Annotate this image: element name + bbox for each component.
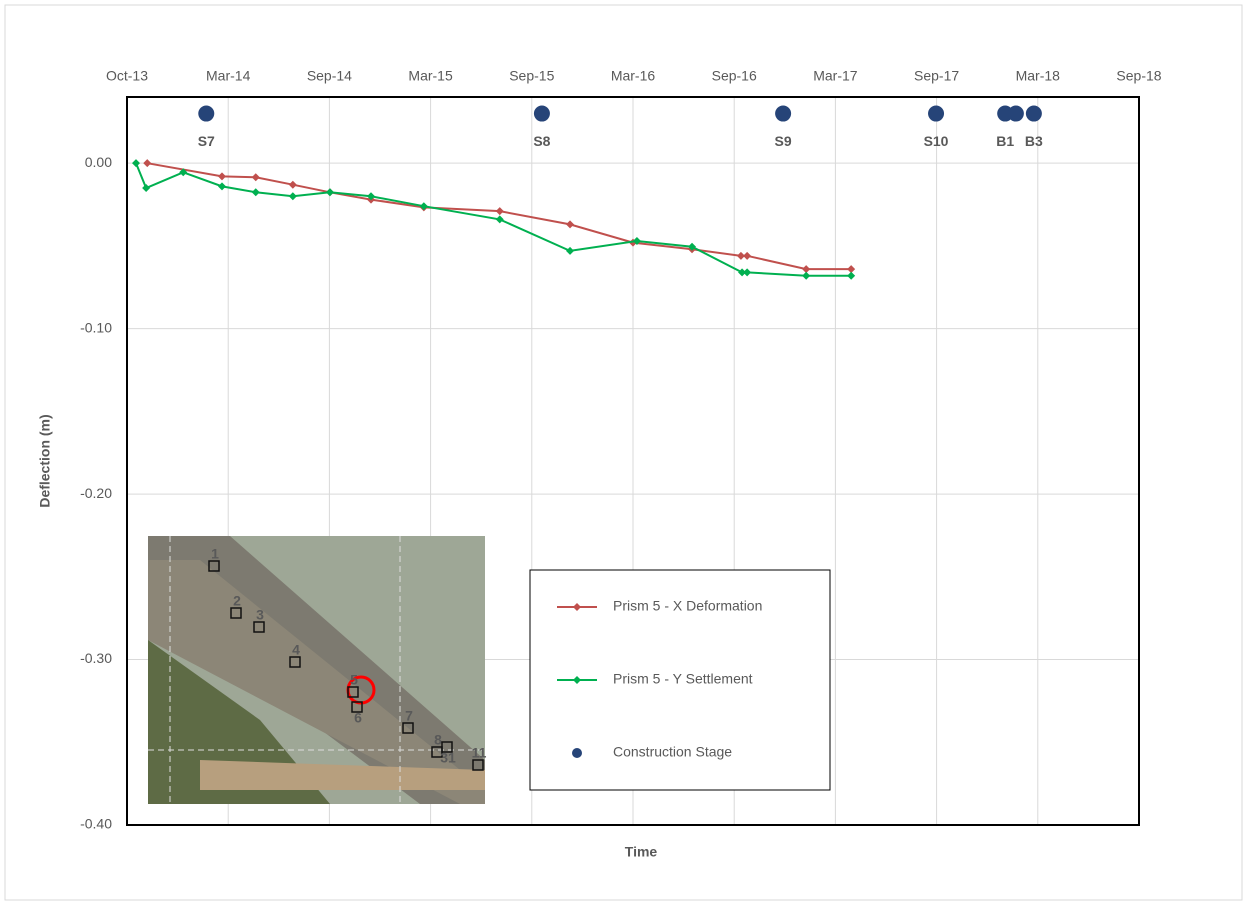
y-tick-label: -0.40 — [80, 816, 112, 832]
marker — [743, 268, 752, 277]
marker — [288, 180, 297, 189]
y-tick-label: -0.10 — [80, 319, 112, 335]
marker — [251, 188, 260, 197]
point-label: S10 — [924, 133, 949, 149]
inset-prism — [289, 656, 301, 668]
inset-label: 7 — [405, 708, 413, 724]
point-label: S8 — [533, 133, 550, 149]
x-tick-label: Mar-15 — [408, 68, 453, 84]
marker — [566, 220, 575, 229]
marker — [743, 251, 752, 260]
legend-label: Prism 5 - Y Settlement — [613, 671, 753, 687]
legend-marker — [572, 748, 582, 758]
inset-prism — [347, 686, 359, 698]
marker — [928, 105, 945, 122]
inset-track — [200, 760, 485, 790]
marker — [802, 265, 811, 274]
y-tick-label: -0.30 — [80, 650, 112, 666]
x-tick-label: Sep-15 — [509, 68, 554, 84]
marker — [143, 159, 152, 168]
marker — [1025, 105, 1042, 122]
x-axis-title: Time — [625, 844, 658, 860]
inset-label: 6 — [354, 710, 362, 726]
x-tick-label: Sep-18 — [1116, 68, 1161, 84]
marker — [632, 236, 641, 245]
legend-label: Prism 5 - X Deformation — [613, 598, 762, 614]
inset-label: 8 — [434, 732, 442, 748]
marker — [495, 207, 504, 216]
marker — [495, 215, 504, 224]
marker — [288, 192, 297, 201]
inset-prism — [472, 759, 484, 771]
marker — [367, 192, 376, 201]
x-tick-label: Mar-16 — [611, 68, 656, 84]
x-tick-label: Sep-17 — [914, 68, 959, 84]
point-label: B3 — [1025, 133, 1043, 149]
marker — [325, 188, 334, 197]
marker — [142, 184, 151, 192]
inset-label: 5 — [350, 672, 358, 688]
marker — [218, 172, 227, 181]
inset-prism — [253, 621, 265, 633]
legend-label: Construction Stage — [613, 744, 732, 760]
y-axis-title: Deflection (m) — [37, 414, 53, 507]
marker — [847, 271, 856, 280]
x-tick-label: Mar-18 — [1016, 68, 1061, 84]
plot-frame — [126, 96, 1140, 826]
x-tick-label: Mar-14 — [206, 68, 251, 84]
inset-prism — [230, 607, 242, 619]
marker — [179, 168, 188, 177]
x-tick-label: Sep-16 — [712, 68, 757, 84]
point-label: S9 — [775, 133, 792, 149]
inset-label: 1 — [211, 546, 219, 562]
legend: Prism 5 - X Deformation Prism 5 - Y Settl… — [557, 598, 762, 760]
inset-label: 2 — [233, 593, 241, 609]
x-tick-label: Mar-17 — [813, 68, 858, 84]
marker — [533, 105, 550, 122]
marker — [847, 265, 856, 274]
marker — [688, 242, 697, 251]
marker — [198, 105, 215, 122]
point-label: B1 — [996, 133, 1014, 149]
y-tick-label: 0.00 — [85, 154, 112, 170]
inset-prism — [351, 701, 363, 713]
inset-prism — [402, 722, 414, 734]
marker — [738, 268, 747, 277]
marker — [1007, 105, 1024, 122]
point-label: S7 — [198, 133, 215, 149]
legend-marker — [573, 676, 581, 684]
x-tick-label: Oct-13 — [106, 68, 148, 84]
inset-label: 4 — [292, 642, 300, 658]
inset-label: 3 — [256, 607, 264, 623]
marker — [251, 173, 260, 182]
inset-prism — [441, 741, 453, 753]
marker — [802, 271, 811, 280]
marker — [131, 159, 140, 168]
legend-marker — [573, 603, 581, 611]
marker — [566, 246, 575, 255]
x-tick-label: Sep-14 — [307, 68, 352, 84]
marker — [736, 251, 745, 260]
marker — [218, 182, 227, 191]
inset-label: 31 — [440, 750, 456, 766]
inset-road — [148, 560, 485, 804]
y-tick-label: -0.20 — [80, 485, 112, 501]
marker — [419, 202, 428, 211]
marker — [775, 105, 792, 122]
inset-label: 11 — [472, 745, 487, 761]
inset-prism — [208, 560, 220, 572]
